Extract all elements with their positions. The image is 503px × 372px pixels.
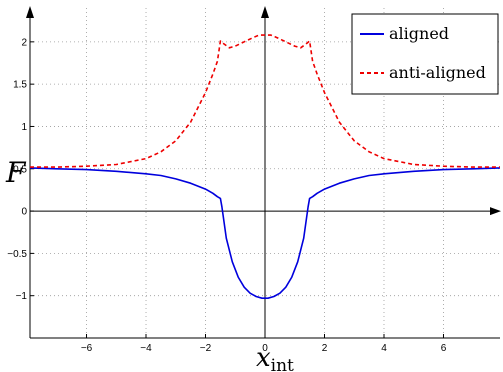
- series-lines: [29, 34, 501, 300]
- legend-box: [351, 13, 499, 95]
- y-axis-label: F: [5, 156, 27, 189]
- legend-label-anti-aligned: anti-aligned: [389, 63, 486, 82]
- legend: aligned anti-aligned: [351, 13, 499, 95]
- x-axis-arrow: [490, 207, 501, 216]
- x-tick-label: 6: [441, 343, 447, 354]
- axes: [26, 6, 501, 339]
- x-tick-label: −4: [140, 343, 152, 354]
- x-axis-label-subscript: int: [271, 356, 294, 372]
- tick-labels: −6 −4 −2 0 2 4 6 −1 −0.5 0 0.5 1 1.5 2: [7, 37, 446, 354]
- x-tick-label: −6: [81, 343, 93, 354]
- y-tick-label: 0.5: [13, 164, 27, 175]
- series-line-aligned: [29, 167, 501, 300]
- left-axis-arrow: [26, 6, 34, 18]
- y-tick-label: 1.5: [13, 80, 27, 91]
- y-axis-arrow: [261, 6, 269, 18]
- x-axis-label: xint: [256, 343, 294, 372]
- y-tick-label: −1: [16, 291, 28, 302]
- series-line-anti-aligned: [30, 34, 500, 168]
- y-tick-label: 1: [21, 122, 27, 133]
- x-tick-label: 2: [322, 343, 328, 354]
- x-tick-label: 0: [262, 343, 268, 354]
- legend-label-aligned: aligned: [389, 24, 449, 43]
- y-tick-label: 2: [21, 37, 27, 48]
- y-tick-label: 0: [21, 207, 27, 218]
- x-tick-label: 4: [381, 343, 387, 354]
- x-tick-label: −2: [200, 343, 212, 354]
- x-axis-label-main: x: [256, 343, 271, 372]
- y-tick-label: −0.5: [7, 249, 27, 260]
